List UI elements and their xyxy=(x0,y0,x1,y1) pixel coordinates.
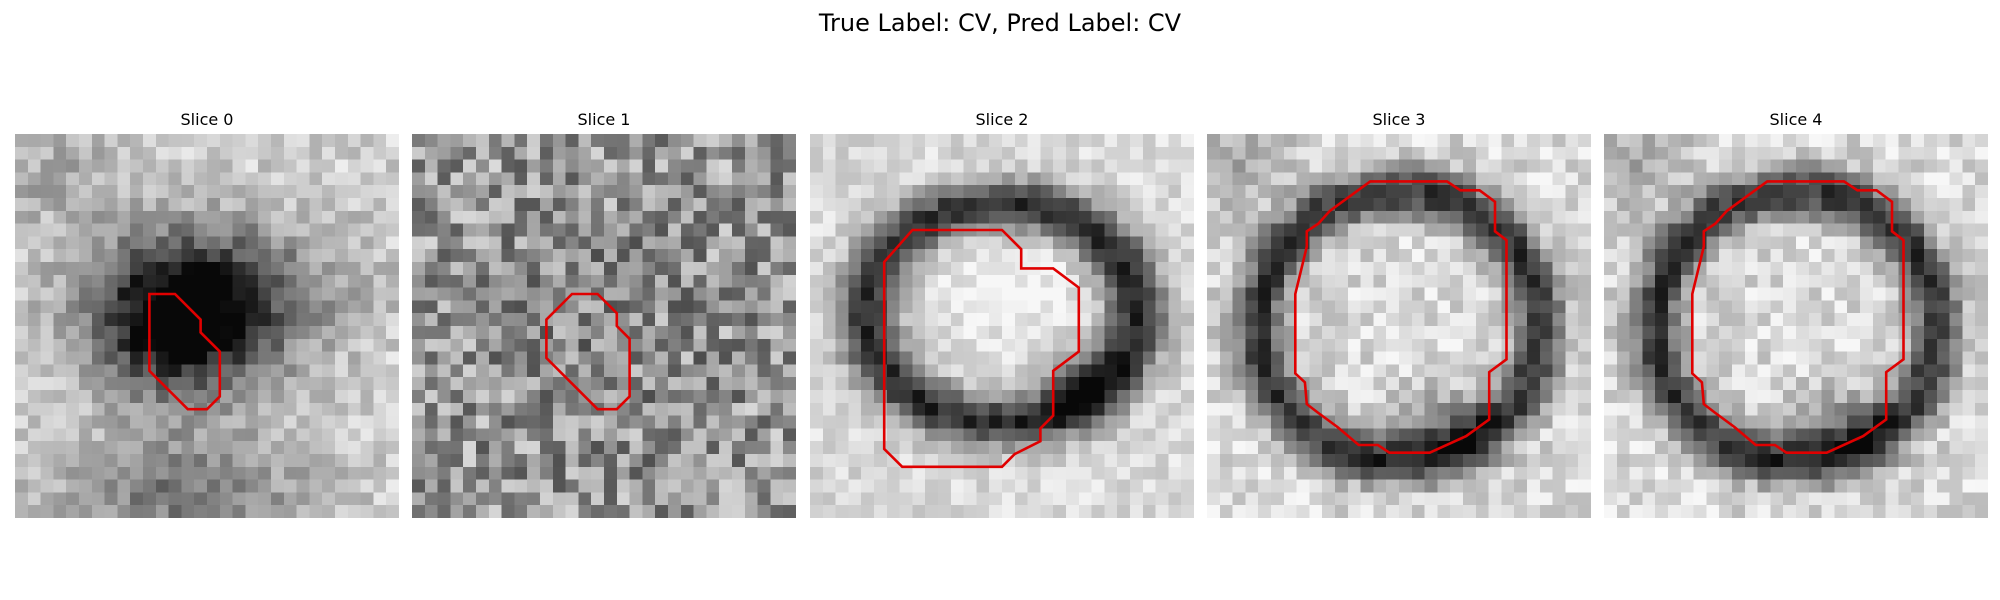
slice-pixels xyxy=(412,134,796,518)
slice-panel-0: Slice 0 xyxy=(15,110,399,518)
segmentation-contour xyxy=(1691,180,1905,455)
segmentation-contour xyxy=(882,228,1081,469)
figure-title: True Label: CV, Pred Label: CV xyxy=(818,9,1182,37)
slice-title: Slice 3 xyxy=(1372,110,1426,129)
slice-title: Slice 0 xyxy=(180,110,234,129)
slice-panel-4: Slice 4 xyxy=(1604,110,1988,518)
slice-image xyxy=(810,134,1194,518)
slice-panel-3: Slice 3 xyxy=(1207,110,1591,518)
slice-title: Slice 2 xyxy=(975,110,1029,129)
slice-pixels xyxy=(1604,134,1988,518)
segmentation-contour xyxy=(148,292,222,411)
slice-panel-1: Slice 1 xyxy=(412,110,796,518)
segmentation-contour xyxy=(1294,180,1508,455)
slice-pixels xyxy=(1207,134,1591,518)
slice-pixels xyxy=(15,134,399,518)
slice-image xyxy=(412,134,796,518)
slice-pixels xyxy=(810,134,1194,518)
slice-title: Slice 1 xyxy=(577,110,631,129)
slice-image xyxy=(15,134,399,518)
slice-title: Slice 4 xyxy=(1769,110,1823,129)
slice-panel-2: Slice 2 xyxy=(810,110,1194,518)
segmentation-contour xyxy=(545,292,631,411)
slice-image xyxy=(1604,134,1988,518)
slice-image xyxy=(1207,134,1591,518)
